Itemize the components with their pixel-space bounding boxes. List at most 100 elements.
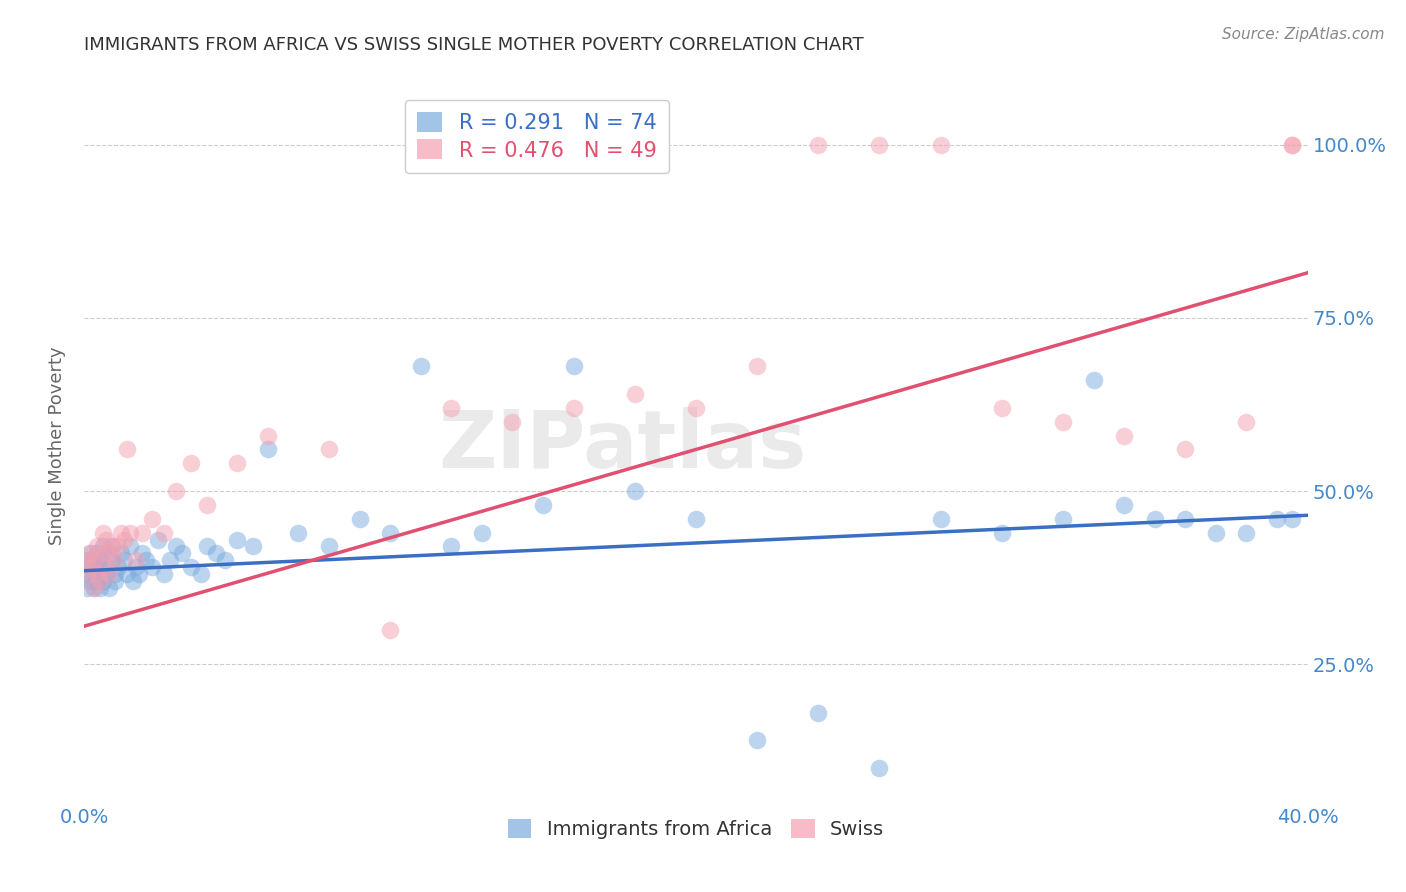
Point [101, 540, 124, 554]
Text: ZIPatlas: ZIPatlas [439, 407, 807, 485]
Point [153, 567, 176, 582]
Point [165, 483, 187, 498]
Point [131, 546, 153, 560]
Point [120, 540, 142, 554]
Point [94, 560, 117, 574]
Point [195, 498, 218, 512]
Point [76, 553, 98, 567]
Point [1236, 415, 1258, 429]
Point [97, 581, 120, 595]
Point [685, 512, 707, 526]
Point [562, 401, 585, 415]
Point [115, 567, 138, 582]
Point [195, 540, 218, 554]
Point [380, 525, 402, 540]
Point [1281, 137, 1303, 152]
Point [159, 553, 181, 567]
Point [76, 567, 98, 582]
Point [97, 546, 120, 560]
Point [257, 428, 280, 442]
Point [685, 401, 707, 415]
Point [991, 525, 1014, 540]
Point [747, 733, 769, 747]
Point [89, 581, 111, 595]
Point [101, 540, 124, 554]
Point [562, 359, 585, 374]
Point [624, 387, 647, 401]
Point [380, 623, 402, 637]
Point [180, 456, 202, 470]
Text: Source: ZipAtlas.com: Source: ZipAtlas.com [1222, 27, 1385, 42]
Point [89, 553, 111, 567]
Point [165, 540, 187, 554]
Point [120, 525, 142, 540]
Point [153, 525, 176, 540]
Point [131, 525, 153, 540]
Point [110, 546, 132, 560]
Point [91, 540, 114, 554]
Point [190, 567, 212, 582]
Point [146, 533, 169, 547]
Point [1174, 512, 1197, 526]
Point [531, 498, 554, 512]
Point [94, 533, 117, 547]
Point [104, 567, 127, 582]
Point [318, 442, 340, 457]
Point [125, 560, 148, 574]
Point [1052, 415, 1074, 429]
Point [135, 553, 157, 567]
Point [214, 553, 236, 567]
Point [125, 553, 148, 567]
Point [94, 560, 117, 574]
Point [624, 483, 647, 498]
Point [180, 560, 202, 574]
Point [409, 359, 432, 374]
Point [869, 137, 891, 152]
Point [242, 540, 264, 554]
Point [86, 540, 108, 554]
Point [471, 525, 494, 540]
Point [502, 415, 524, 429]
Point [83, 553, 105, 567]
Point [122, 574, 145, 588]
Point [79, 546, 101, 560]
Point [91, 574, 114, 588]
Point [104, 553, 127, 567]
Point [79, 560, 101, 574]
Point [104, 574, 127, 588]
Point [79, 560, 101, 574]
Point [318, 540, 340, 554]
Point [807, 706, 830, 720]
Point [86, 567, 108, 582]
Point [101, 553, 124, 567]
Point [1083, 373, 1105, 387]
Point [349, 512, 371, 526]
Point [107, 540, 129, 554]
Point [929, 137, 952, 152]
Point [1114, 428, 1136, 442]
Point [287, 525, 309, 540]
Point [83, 567, 105, 582]
Point [1281, 512, 1303, 526]
Text: IMMIGRANTS FROM AFRICA VS SWISS SINGLE MOTHER POVERTY CORRELATION CHART: IMMIGRANTS FROM AFRICA VS SWISS SINGLE M… [84, 36, 863, 54]
Point [226, 456, 249, 470]
Point [94, 567, 117, 582]
Point [79, 574, 101, 588]
Point [1143, 512, 1166, 526]
Point [141, 512, 163, 526]
Point [76, 553, 98, 567]
Point [97, 567, 120, 582]
Y-axis label: Single Mother Poverty: Single Mother Poverty [48, 347, 66, 545]
Point [226, 533, 249, 547]
Point [205, 546, 228, 560]
Point [1174, 442, 1197, 457]
Point [86, 574, 108, 588]
Point [869, 761, 891, 775]
Point [89, 546, 111, 560]
Point [172, 546, 194, 560]
Point [76, 567, 98, 582]
Point [1205, 525, 1227, 540]
Point [115, 442, 138, 457]
Legend: Immigrants from Africa, Swiss: Immigrants from Africa, Swiss [501, 811, 891, 847]
Point [110, 525, 132, 540]
